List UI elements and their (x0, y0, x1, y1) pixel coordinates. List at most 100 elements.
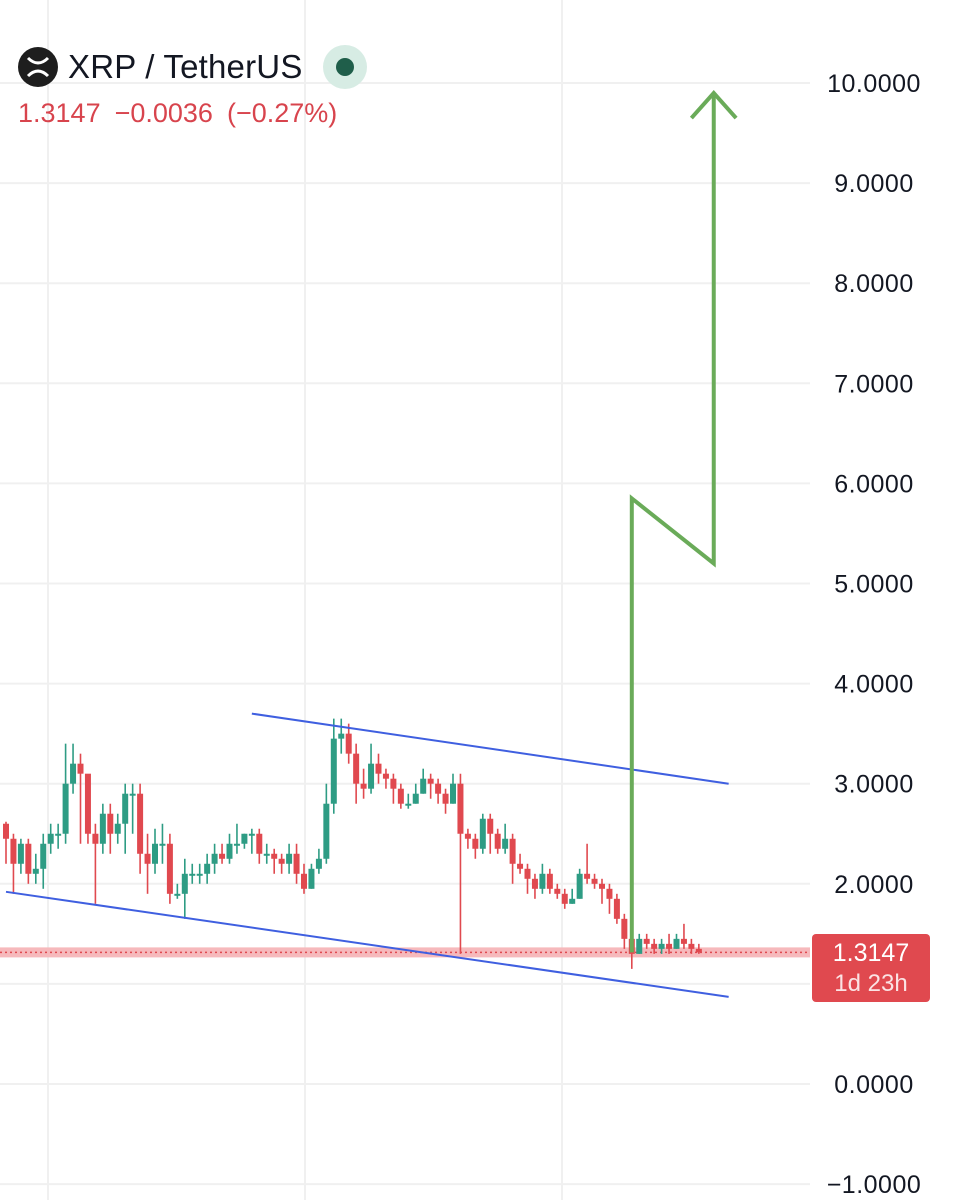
candle-body (472, 838, 479, 849)
candle-body (256, 833, 263, 854)
candle-body (315, 858, 322, 869)
candle-body (621, 918, 628, 939)
candle-body (55, 833, 62, 836)
candle-body (695, 948, 702, 953)
candle-body (450, 783, 456, 804)
candle (3, 821, 9, 864)
candle-body (591, 878, 598, 884)
candle-body (666, 943, 673, 949)
candle-body (576, 873, 583, 899)
candle (174, 883, 181, 899)
candle (315, 848, 322, 874)
candle-body (613, 898, 620, 919)
candle (286, 843, 293, 874)
candle (271, 848, 278, 874)
candle-body (144, 853, 151, 864)
candle-body (17, 843, 24, 864)
candle-body (196, 873, 203, 876)
candle-body (368, 763, 375, 789)
candle (494, 828, 501, 854)
candle (688, 938, 695, 954)
candle-body (554, 888, 561, 894)
candle (666, 933, 673, 954)
candle (278, 853, 285, 874)
channel-lower-line (5, 890, 729, 998)
candle-body (487, 818, 494, 834)
candle-body (189, 873, 196, 876)
candle (55, 823, 62, 849)
candle (129, 783, 136, 834)
candle (189, 863, 196, 884)
candle-body (599, 883, 605, 889)
candle-body (99, 813, 106, 844)
candle (107, 803, 114, 854)
candle-body (412, 793, 419, 804)
price-axis-label: 6.0000 (834, 470, 913, 498)
candle (263, 843, 270, 864)
candle-body (129, 793, 136, 796)
candle-body (435, 783, 442, 794)
candle-body (40, 843, 47, 869)
candle (84, 773, 91, 844)
candle-body (181, 873, 188, 894)
candle (241, 833, 248, 849)
candle (219, 843, 226, 864)
candle (323, 783, 330, 864)
candle (114, 813, 121, 844)
candle (636, 933, 643, 954)
projection-path (629, 93, 716, 953)
price-axis[interactable]: 10.0000 9.0000 8.0000 7.0000 6.0000 5.0000 4.0… (827, 70, 922, 1199)
candle-body (405, 803, 412, 806)
candle-body (353, 753, 360, 784)
candle (673, 933, 680, 949)
candle (159, 823, 166, 864)
candle-body (546, 873, 553, 889)
candle (457, 773, 464, 954)
candle (591, 873, 598, 889)
price-axis-label: 10.0000 (827, 70, 921, 98)
candle (412, 783, 419, 804)
current-price-band (0, 947, 810, 958)
candle (137, 783, 144, 874)
candle-body (636, 938, 643, 954)
candle (658, 938, 665, 954)
candle (621, 913, 628, 949)
candle (606, 883, 613, 914)
candle-body (301, 873, 307, 889)
bar-countdown: 1d 23h (834, 970, 908, 997)
xrp-logo-icon (18, 47, 58, 87)
symbol-title[interactable]: XRP / TetherUS (68, 48, 303, 85)
price-change-pct: (−0.27%) (226, 98, 338, 128)
candle-body (323, 803, 330, 859)
candle (122, 783, 129, 854)
candle (517, 853, 524, 874)
candle-body (479, 818, 486, 849)
price-axis-label: 8.0000 (834, 270, 913, 298)
candle-body (122, 793, 129, 824)
candle (211, 843, 218, 874)
candle (166, 833, 173, 904)
candle (643, 933, 650, 949)
projection-arrow-head (689, 90, 738, 120)
candle-body (502, 838, 509, 849)
candlestick-series (3, 718, 702, 969)
candle-body (643, 938, 650, 944)
candle (382, 768, 389, 789)
price-axis-label: 0.0000 (834, 1071, 913, 1099)
price-axis-label: 5.0000 (834, 571, 913, 599)
candle-body (382, 773, 389, 779)
candle-body (375, 763, 382, 774)
candle-body (10, 838, 17, 864)
candle-body (211, 853, 218, 864)
candle-body (159, 843, 166, 846)
candle (152, 828, 158, 874)
candle (10, 833, 17, 894)
candle (531, 873, 538, 899)
candle (330, 718, 337, 814)
candle (62, 743, 69, 844)
candle (196, 863, 203, 884)
candle (599, 878, 605, 904)
candle-body (77, 763, 84, 774)
candle (405, 793, 412, 809)
